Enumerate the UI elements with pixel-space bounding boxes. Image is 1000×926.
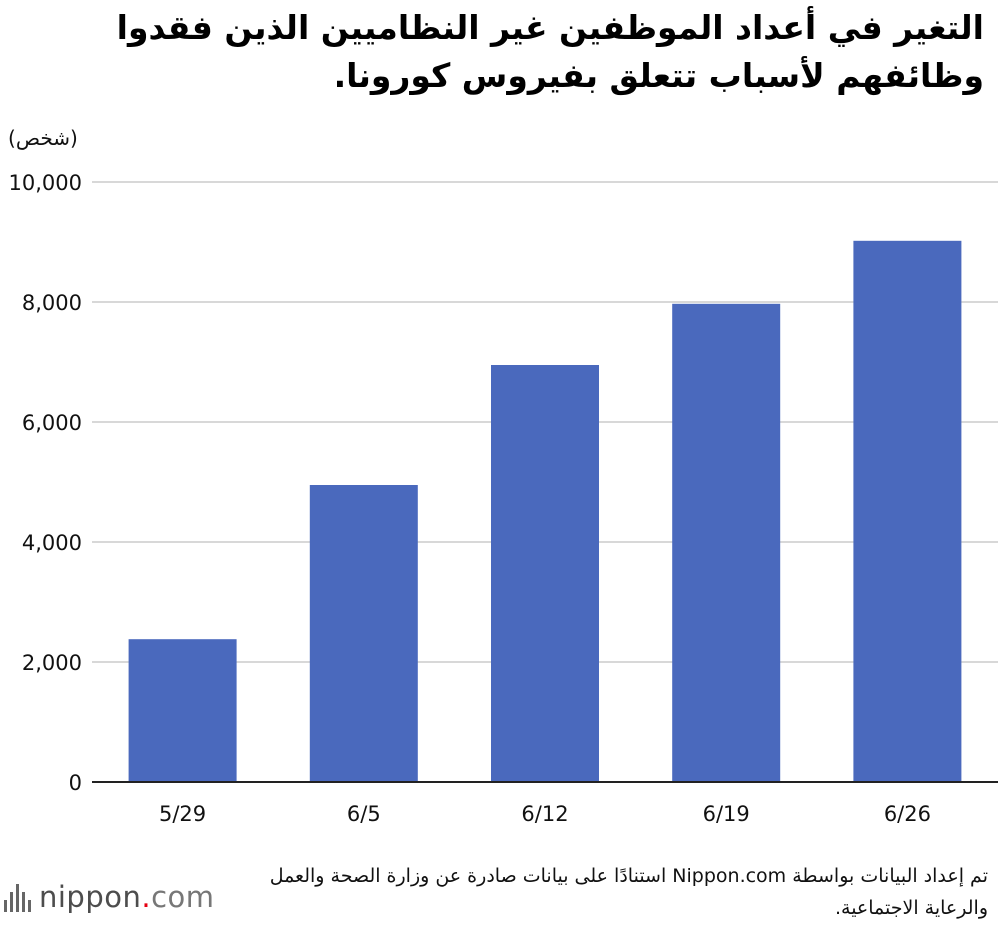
x-tick-label: 6/5 (347, 802, 381, 826)
logo-bars-icon (4, 882, 31, 912)
bar (491, 365, 599, 782)
y-tick-label: 2,000 (22, 651, 82, 675)
x-tick-label: 6/12 (521, 802, 568, 826)
y-axis-unit-label: (شخص) (8, 126, 78, 150)
bar (853, 240, 962, 783)
x-tick-label: 5/29 (159, 802, 206, 826)
y-tick-label: 6,000 (22, 411, 82, 435)
y-tick-label: 0 (69, 771, 82, 795)
y-tick-label: 10,000 (9, 171, 82, 195)
bar (309, 485, 418, 782)
nippon-logo[interactable]: nippon.com (4, 880, 215, 914)
source-note: تم إعداد البيانات بواسطة Nippon.com استن… (269, 865, 988, 919)
x-tick-label: 6/19 (703, 802, 750, 826)
bar (672, 303, 781, 782)
bar-chart: 0 2,000 4,000 6,000 8,000 10,000 5/29 6/5 6/12 6/… (9, 171, 998, 826)
bar (128, 639, 237, 782)
logo-name: nippon (39, 880, 142, 914)
y-tick-label: 4,000 (22, 531, 82, 555)
logo-text: nippon.com (39, 880, 215, 914)
logo-dot: . (141, 880, 152, 914)
logo-suffix: com (151, 880, 215, 914)
y-tick-label: 8,000 (22, 291, 82, 315)
x-tick-label: 6/26 (884, 802, 931, 826)
chart-title: التغير في أعداد الموظفين غير النظاميين ا… (116, 8, 984, 95)
